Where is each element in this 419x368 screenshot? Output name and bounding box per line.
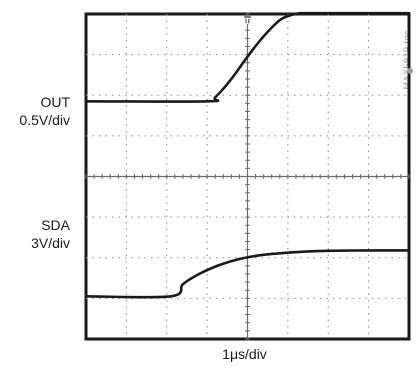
- traces: [84, 11, 411, 299]
- trigger-symbol: T: [245, 17, 250, 26]
- out-channel-scale: 0.5V/div: [19, 112, 70, 128]
- sda-channel-name: SDA: [41, 217, 70, 233]
- sda-channel-scale: 3V/div: [31, 235, 70, 251]
- out-label: OUT 0.5V/div: [0, 93, 70, 129]
- center-axes: [85, 13, 410, 340]
- sda-label: SDA 3V/div: [0, 216, 70, 252]
- out-channel-name: OUT: [40, 94, 70, 110]
- trace-out: [84, 11, 411, 103]
- trigger-marker: T: [243, 15, 413, 74]
- level-marker-icon: [407, 67, 413, 74]
- time-scale-label: 1μs/div: [222, 346, 267, 362]
- trigger-arrow-icon: [243, 15, 252, 26]
- trace-sda: [84, 249, 411, 299]
